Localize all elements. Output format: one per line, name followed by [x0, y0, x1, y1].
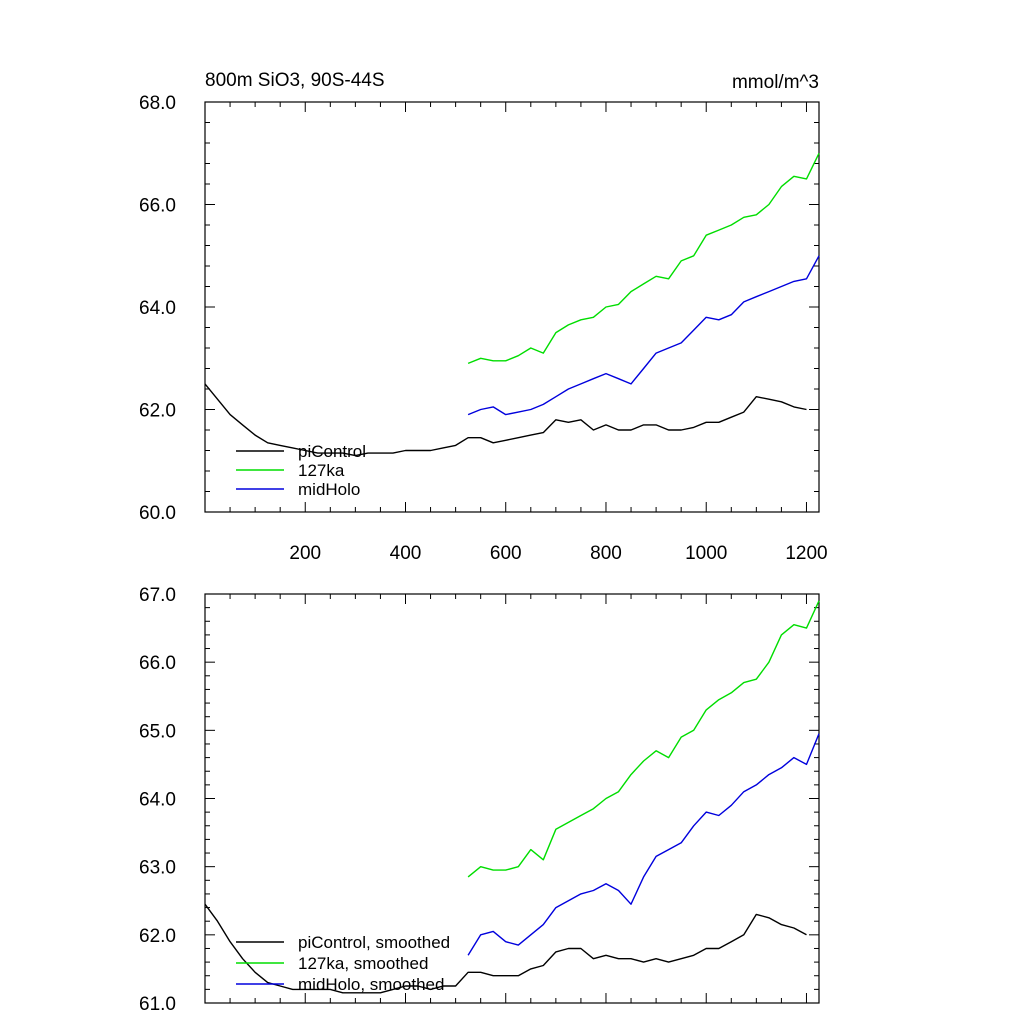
- y-tick-label: 61.0: [139, 994, 176, 1015]
- series-line-picontrol: [204, 383, 807, 457]
- y-tick-label: 60.0: [139, 503, 176, 524]
- x-tick-label: 400: [390, 543, 422, 564]
- series-line-127ka: [467, 152, 820, 365]
- x-tick-label: 1000: [685, 543, 727, 564]
- x-tick-label: 1200: [785, 543, 827, 564]
- y-tick-label: 64.0: [139, 790, 176, 811]
- legend-label: 127ka, smoothed: [298, 954, 428, 973]
- series-line-127ka-smoothed: [467, 600, 820, 878]
- series-line-midholo-smoothed: [467, 733, 820, 956]
- y-tick-label: 63.0: [139, 858, 176, 879]
- y-tick-label: 62.0: [139, 401, 176, 422]
- x-tick-label: 600: [490, 543, 522, 564]
- units-label: mmol/m^3: [732, 72, 819, 93]
- series-line-midholo: [467, 255, 820, 416]
- legend-label: piControl, smoothed: [298, 933, 450, 952]
- plot-title: 800m SiO3, 90S-44S: [205, 70, 385, 91]
- series-line-picontrol-smoothed: [204, 903, 807, 994]
- legend-label: midHolo, smoothed: [298, 975, 444, 994]
- y-tick-label: 65.0: [139, 721, 176, 742]
- x-tick-label: 200: [289, 543, 321, 564]
- y-tick-label: 64.0: [139, 298, 176, 319]
- y-tick-label: 66.0: [139, 196, 176, 217]
- legend-label: 127ka: [298, 461, 345, 480]
- legend: piControl, smoothed 127ka, smoothed midHol…: [236, 933, 450, 994]
- y-tick-label: 62.0: [139, 926, 176, 947]
- legend-label: piControl: [298, 442, 366, 461]
- top-panel: 60.0 62.0 64.0 66.0 68.0 200 400 600 800 1000 1200…: [139, 93, 828, 564]
- y-tick-label: 66.0: [139, 653, 176, 674]
- y-tick-label: 67.0: [139, 585, 176, 606]
- y-tick-label: 68.0: [139, 93, 176, 114]
- bottom-panel: 61.0 62.0 63.0 64.0 65.0 66.0 67.0 piControl, s…: [139, 585, 820, 1015]
- x-tick-label: 800: [590, 543, 622, 564]
- legend-label: midHolo: [298, 480, 360, 499]
